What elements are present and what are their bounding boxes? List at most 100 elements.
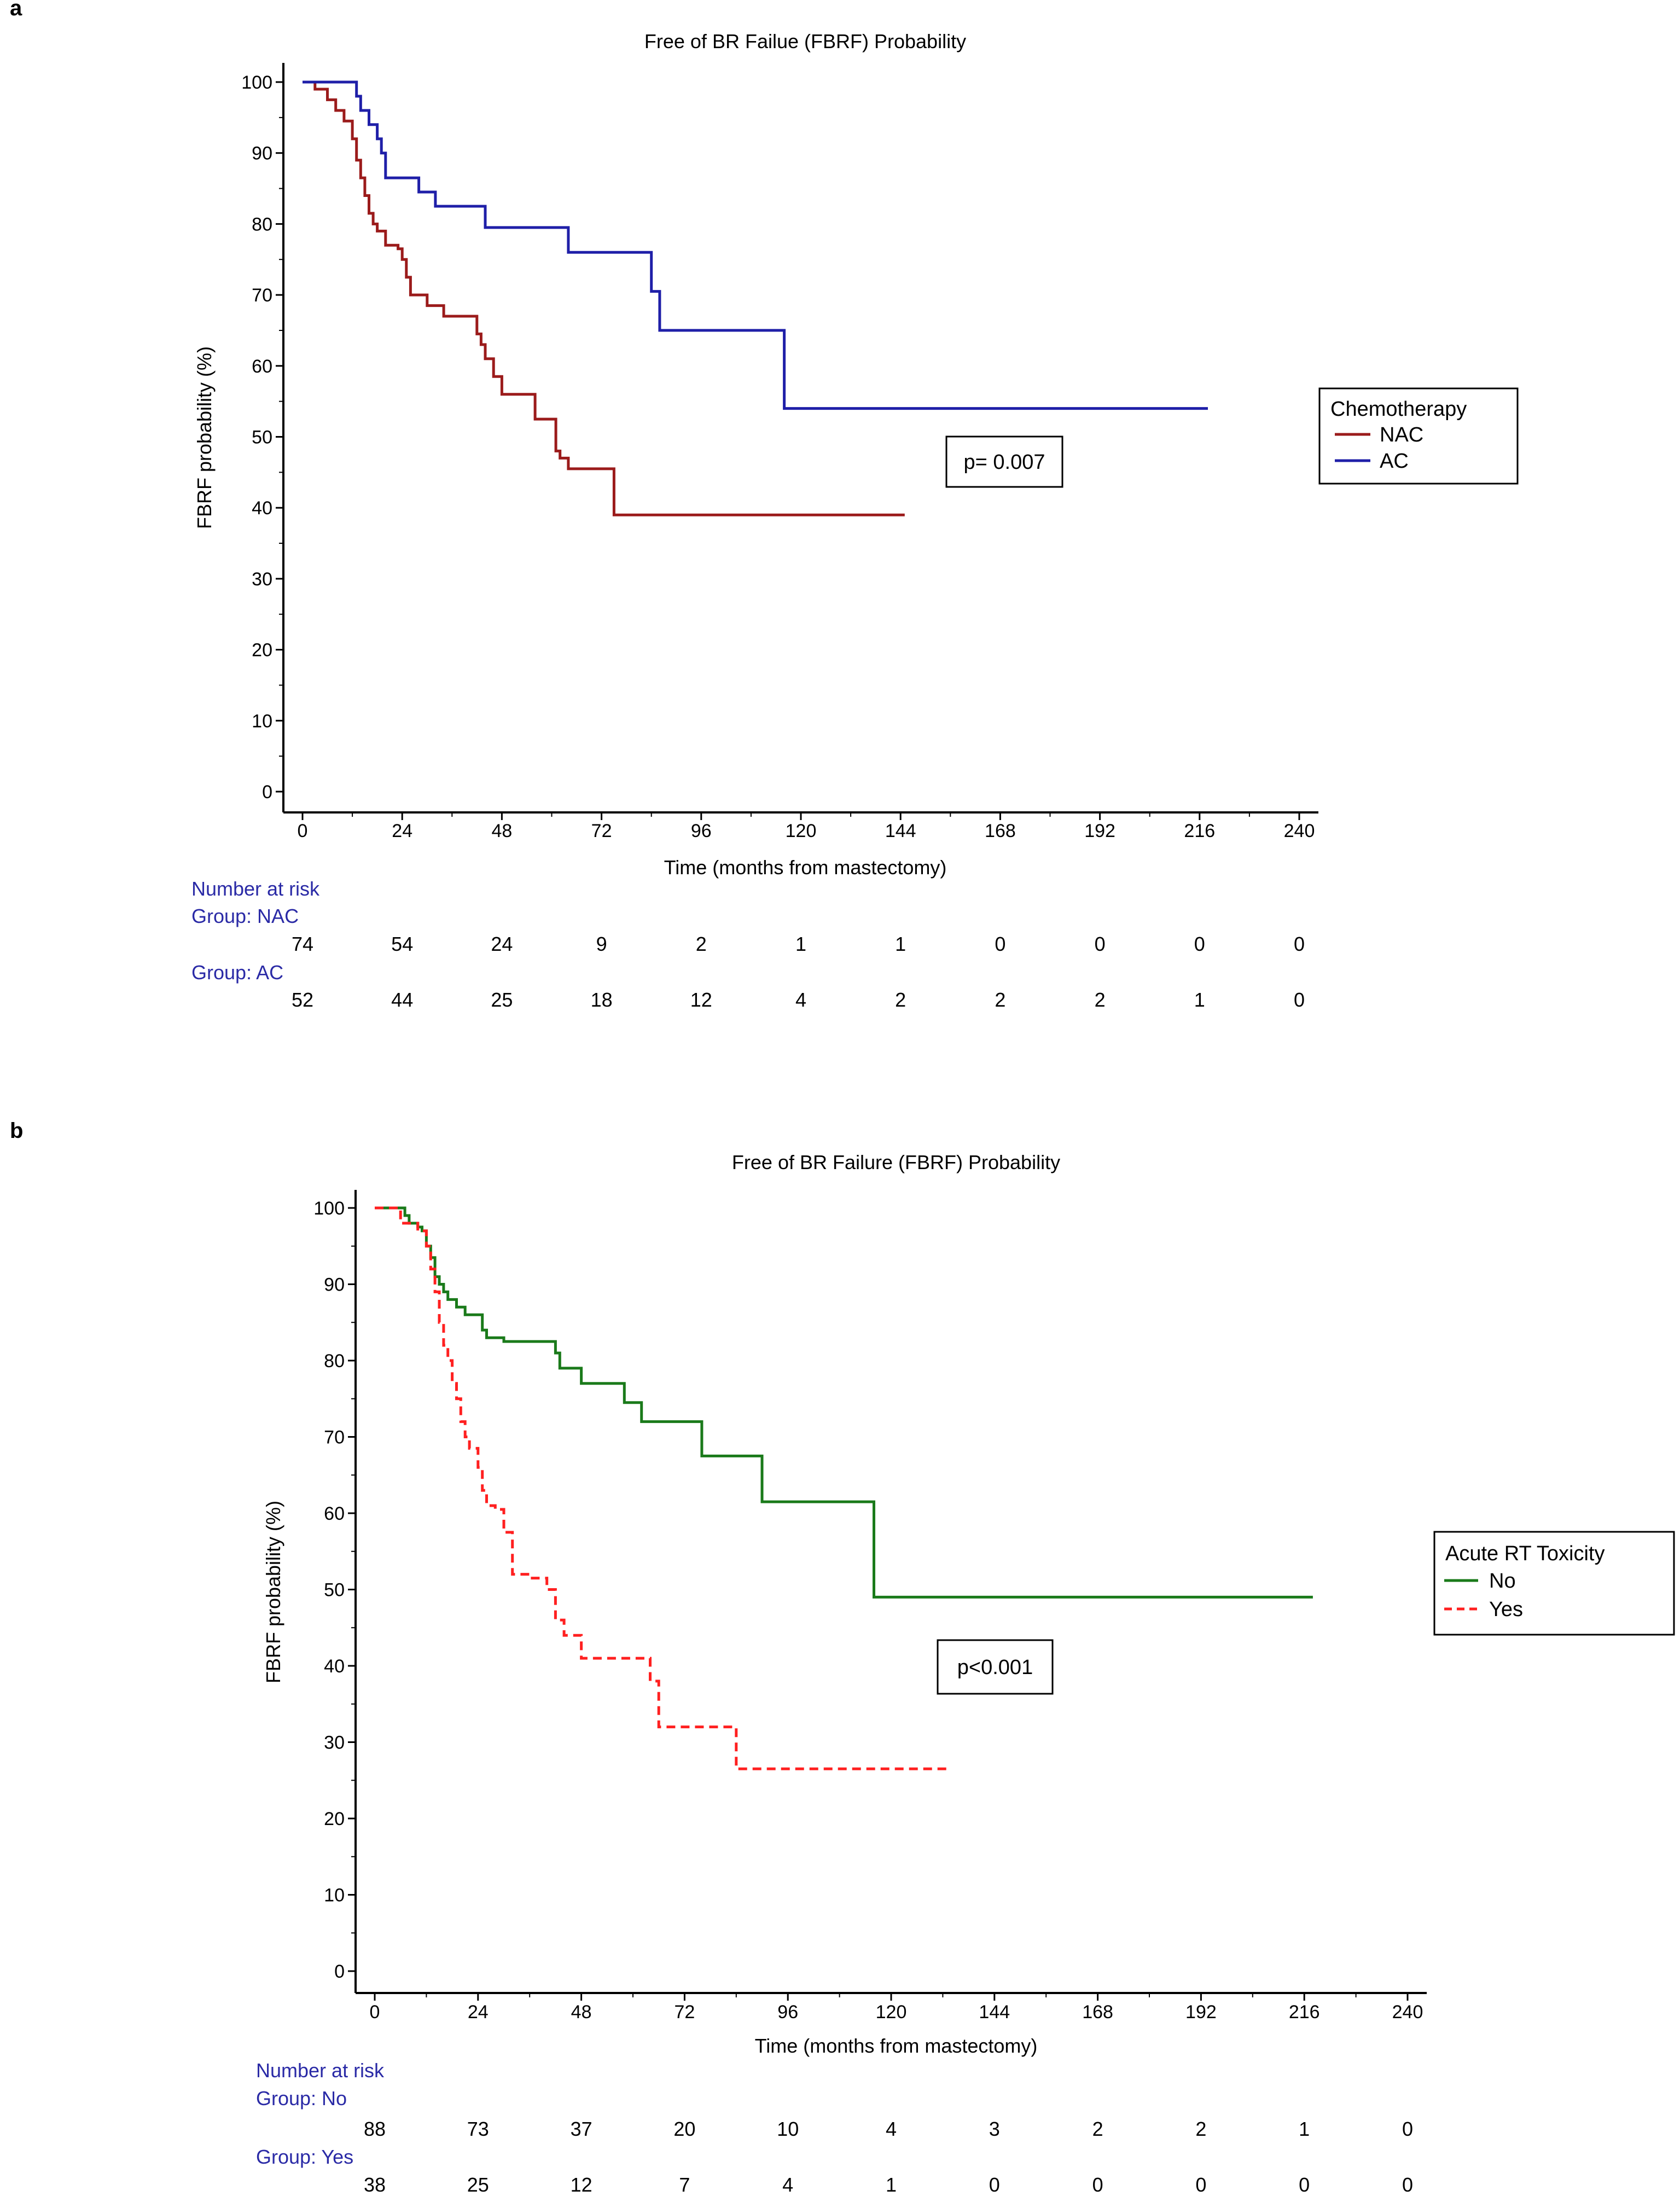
x-tick-label: 144 xyxy=(885,821,916,841)
x-tick-label: 96 xyxy=(777,2002,798,2023)
panel-a-title: Free of BR Failue (FBRF) Probability xyxy=(644,30,966,53)
x-tick-label: 216 xyxy=(1184,821,1215,841)
risk-count: 37 xyxy=(571,2118,592,2140)
y-tick-label: 90 xyxy=(324,1275,345,1295)
risk-count: 4 xyxy=(886,2118,897,2140)
panel-b-legend xyxy=(1433,1531,1675,1636)
panel-b-pvalue-box xyxy=(937,1639,1054,1695)
risk-count: 0 xyxy=(1092,2174,1103,2196)
y-tick-label: 80 xyxy=(324,1351,345,1372)
x-tick-label: 168 xyxy=(985,821,1016,841)
panel-b-curve-yes xyxy=(375,1206,947,1770)
y-tick-label: 30 xyxy=(252,569,272,590)
risk-count: 0 xyxy=(1402,2118,1413,2140)
risk-count: 4 xyxy=(782,2174,793,2196)
risk-count: 18 xyxy=(591,989,613,1011)
y-tick-label: 20 xyxy=(324,1809,345,1829)
panel-b-risk-group-no: Group: No xyxy=(256,2087,347,2110)
panel-b-pvalue: p<0.001 xyxy=(957,1656,1033,1679)
risk-count: 0 xyxy=(989,2174,1000,2196)
panel-b-risk-table: Number at risk Group: No Group: Yes 88 73… xyxy=(256,2059,1413,2196)
risk-count: 10 xyxy=(777,2118,799,2140)
risk-count: 0 xyxy=(1095,933,1106,955)
x-tick-label: 0 xyxy=(370,2002,380,2023)
x-tick-label: 120 xyxy=(786,821,817,841)
risk-count: 73 xyxy=(467,2118,489,2140)
risk-count: 7 xyxy=(679,2174,690,2196)
risk-count: 38 xyxy=(364,2174,386,2196)
panel-b-risk-row-no: 88 73 37 20 10 4 3 2 2 1 0 xyxy=(364,2118,1413,2140)
y-tick-label: 50 xyxy=(252,427,272,448)
panel-b-legend-no: No xyxy=(1489,1570,1516,1593)
y-tick-label: 60 xyxy=(324,1503,345,1524)
panel-b-label: b xyxy=(10,1119,23,1143)
y-tick-label: 10 xyxy=(252,711,272,731)
panel-a-pvalue-box xyxy=(945,435,1063,488)
risk-count: 1 xyxy=(795,933,806,955)
risk-count: 12 xyxy=(690,989,712,1011)
risk-count: 25 xyxy=(467,2174,489,2196)
x-tick-label: 120 xyxy=(876,2002,907,2023)
panel-a-risk-table: Number at risk Group: NAC Group: AC 74 54… xyxy=(191,878,1305,1011)
risk-count: 2 xyxy=(696,933,707,955)
risk-count: 74 xyxy=(292,933,313,955)
panel-b-title: Free of BR Failure (FBRF) Probability xyxy=(732,1151,1060,1173)
panel-a-risk-group-ac: Group: AC xyxy=(191,961,283,984)
risk-count: 54 xyxy=(391,933,413,955)
y-tick-label: 70 xyxy=(324,1427,345,1448)
panel-a: a Free of BR Failue (FBRF) Probability 0… xyxy=(10,0,1519,1011)
risk-count: 52 xyxy=(292,989,313,1011)
x-tick-label: 24 xyxy=(392,821,412,841)
risk-count: 2 xyxy=(1195,2118,1206,2140)
x-tick-label: 240 xyxy=(1392,2002,1423,2023)
x-tick-label: 0 xyxy=(298,821,308,841)
panel-a-label: a xyxy=(10,0,22,20)
panel-a-risk-group-nac: Group: NAC xyxy=(191,905,299,927)
y-tick-label: 90 xyxy=(252,143,272,164)
y-tick-label: 0 xyxy=(262,782,272,803)
risk-count: 0 xyxy=(1195,2174,1206,2196)
panel-b-y-title: FBRF probability (%) xyxy=(262,1501,284,1683)
risk-count: 2 xyxy=(895,989,906,1011)
risk-count: 3 xyxy=(989,2118,1000,2140)
risk-count: 88 xyxy=(364,2118,386,2140)
panel-a-curve-ac xyxy=(303,80,1208,410)
risk-count: 44 xyxy=(391,989,413,1011)
risk-count: 1 xyxy=(1194,989,1205,1011)
x-tick-label: 48 xyxy=(571,2002,592,2023)
risk-count: 4 xyxy=(795,989,806,1011)
x-tick-label: 96 xyxy=(691,821,712,841)
panel-b: b Free of BR Failure (FBRF) Probability … xyxy=(10,1119,1675,2196)
y-tick-label: 70 xyxy=(252,285,272,306)
risk-count: 20 xyxy=(673,2118,695,2140)
y-tick-label: 20 xyxy=(252,640,272,661)
risk-count: 12 xyxy=(571,2174,592,2196)
panel-b-legend-title: Acute RT Toxicity xyxy=(1445,1542,1605,1565)
y-tick-label: 40 xyxy=(252,498,272,519)
panel-b-legend-yes: Yes xyxy=(1489,1598,1523,1621)
y-tick-label: 80 xyxy=(252,214,272,235)
risk-count: 2 xyxy=(995,989,1005,1011)
x-tick-label: 240 xyxy=(1284,821,1315,841)
risk-count: 0 xyxy=(1294,933,1305,955)
x-tick-label: 192 xyxy=(1185,2002,1217,2023)
panel-a-pvalue: p= 0.007 xyxy=(964,451,1045,474)
x-tick-label: 216 xyxy=(1289,2002,1320,2023)
risk-count: 2 xyxy=(1095,989,1106,1011)
y-tick-label: 100 xyxy=(241,72,272,93)
panel-a-curves xyxy=(303,80,1208,516)
y-tick-label: 30 xyxy=(324,1733,345,1753)
risk-count: 9 xyxy=(596,933,607,955)
risk-count: 1 xyxy=(886,2174,897,2196)
panel-b-risk-header: Number at risk xyxy=(256,2059,385,2082)
risk-count: 25 xyxy=(491,989,513,1011)
panel-a-curve-nac xyxy=(303,80,905,516)
x-tick-label: 72 xyxy=(591,821,612,841)
risk-count: 24 xyxy=(491,933,513,955)
panel-b-risk-row-yes: 38 25 12 7 4 1 0 0 0 0 0 xyxy=(364,2174,1413,2196)
y-tick-label: 100 xyxy=(313,1198,345,1219)
panel-a-risk-header: Number at risk xyxy=(191,878,320,900)
panel-a-x-title: Time (months from mastectomy) xyxy=(664,856,947,879)
risk-count: 0 xyxy=(1194,933,1205,955)
